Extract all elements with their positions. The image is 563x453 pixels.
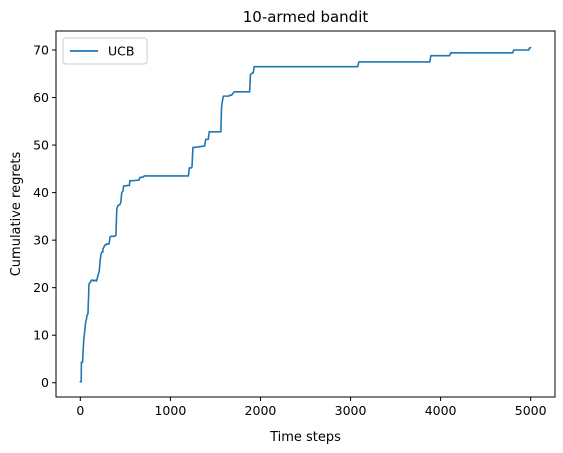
y-tick-label: 0 bbox=[41, 375, 49, 390]
legend: UCB bbox=[63, 38, 147, 64]
y-tick-label: 10 bbox=[33, 328, 49, 343]
x-tick-label: 0 bbox=[76, 403, 84, 418]
x-axis-label: Time steps bbox=[269, 430, 341, 445]
x-tick-label: 5000 bbox=[515, 403, 547, 418]
x-tick-label: 4000 bbox=[425, 403, 457, 418]
y-tick-label: 70 bbox=[33, 43, 49, 58]
x-tick-label: 2000 bbox=[245, 403, 277, 418]
y-tick-label: 40 bbox=[33, 185, 49, 200]
legend-label-ucb: UCB bbox=[108, 44, 134, 59]
y-axis-label: Cumulative regrets bbox=[9, 151, 24, 276]
chart-title: 10-armed bandit bbox=[243, 8, 369, 26]
y-tick-label: 20 bbox=[33, 280, 49, 295]
y-tick-label: 50 bbox=[33, 138, 49, 153]
y-tick-label: 30 bbox=[33, 233, 49, 248]
x-tick-label: 1000 bbox=[154, 403, 186, 418]
y-tick-label: 60 bbox=[33, 90, 49, 105]
x-tick-label: 3000 bbox=[335, 403, 367, 418]
